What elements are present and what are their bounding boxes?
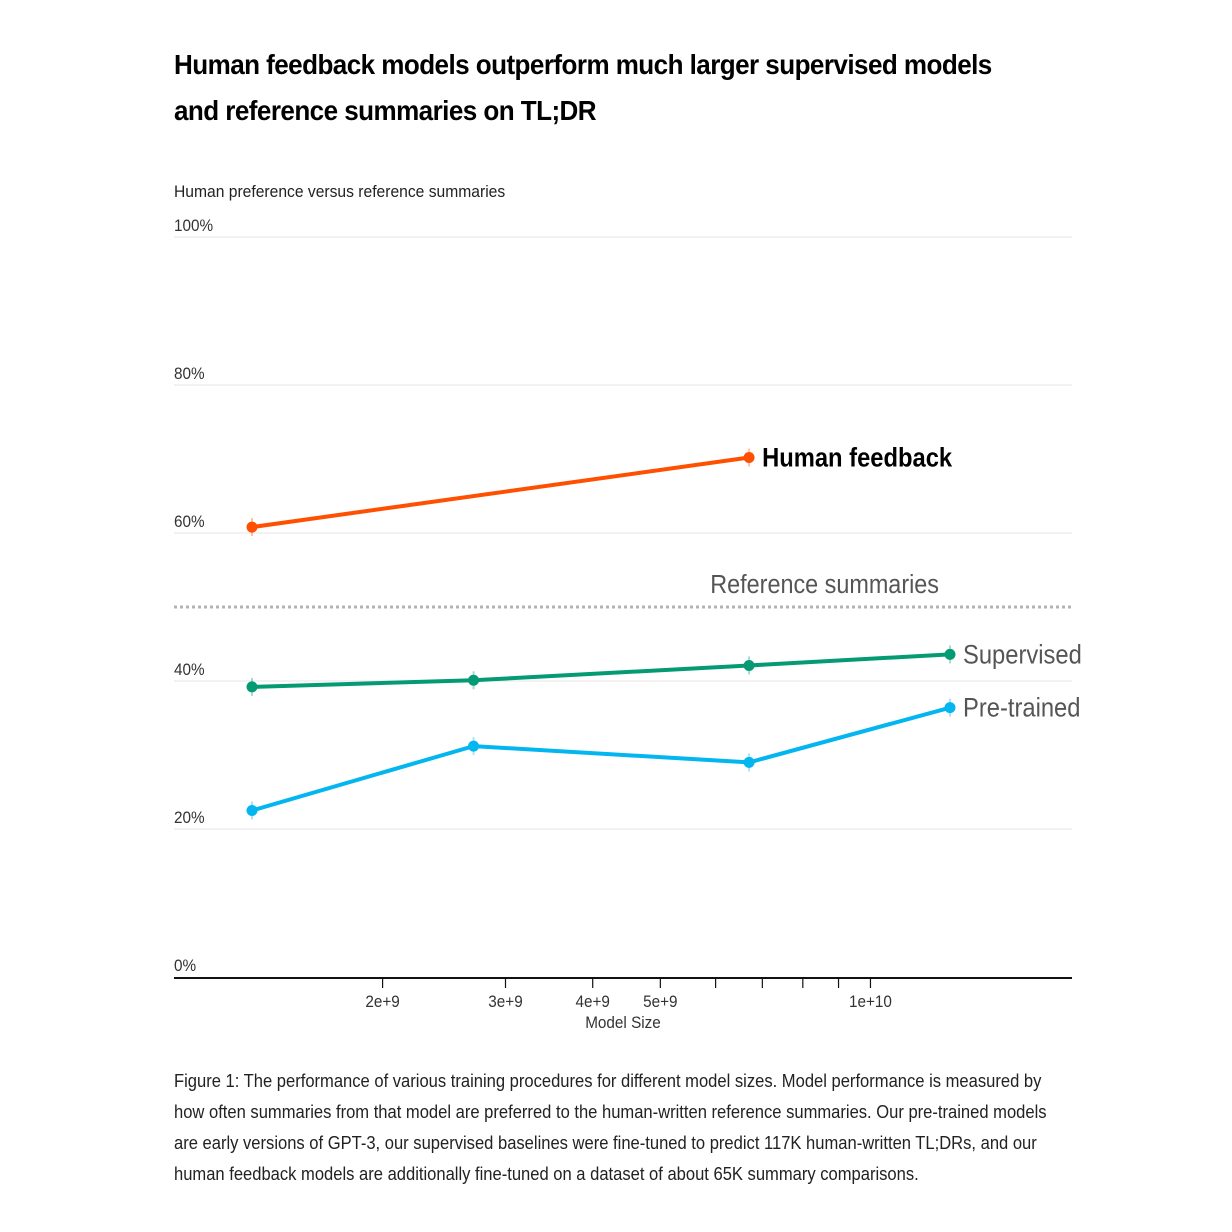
series-line-0 <box>251 455 750 530</box>
x-axis-label: Model Size <box>585 1013 661 1032</box>
y-axis-label: Human preference versus reference summar… <box>174 182 506 201</box>
series-label: Supervised <box>963 640 1082 670</box>
figure-caption: Figure 1: The performance of various tra… <box>174 1071 1047 1184</box>
y-tick-label: 60% <box>174 512 205 531</box>
series-line-2 <box>251 705 951 813</box>
y-tick-label: 40% <box>174 660 205 679</box>
data-point <box>743 452 755 464</box>
x-tick-label: 5e+9 <box>643 992 677 1011</box>
data-point <box>743 756 755 768</box>
data-point <box>468 740 480 752</box>
series-line-1 <box>251 652 951 689</box>
data-point <box>468 674 480 686</box>
x-tick-label: 3e+9 <box>488 992 522 1011</box>
series-label: Pre-trained <box>963 693 1080 723</box>
y-tick-label: 20% <box>174 808 205 827</box>
data-point <box>743 659 755 671</box>
chart-title: Human feedback models outperform much la… <box>174 49 992 126</box>
y-tick-label: 80% <box>174 364 205 383</box>
line-chart: 0% 20% 40% 60% 80% 100% 2e+9 3e+9 4e+9 5e+9 1e+10 M… <box>174 216 1082 1032</box>
y-tick-label: 100% <box>174 216 213 235</box>
data-point <box>246 681 258 693</box>
x-tick-label: 1e+10 <box>849 992 892 1011</box>
series-label: Human feedback <box>762 443 953 473</box>
x-tick-label: 4e+9 <box>575 992 609 1011</box>
data-point <box>246 805 258 816</box>
x-tick-label: 2e+9 <box>365 992 399 1011</box>
y-tick-label: 0% <box>174 956 196 975</box>
data-point <box>944 702 956 714</box>
data-point <box>944 648 956 660</box>
data-point <box>246 521 258 533</box>
reference-label: Reference summaries <box>710 571 939 599</box>
